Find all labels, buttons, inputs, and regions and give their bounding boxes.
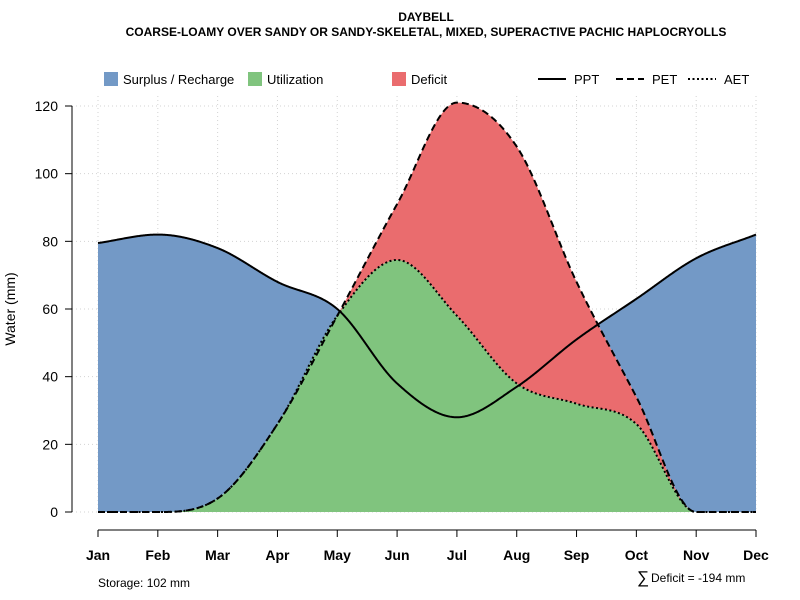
series-line-aet (98, 258, 756, 513)
x-tick-label: Dec (743, 547, 769, 563)
y-tick-label: 20 (42, 436, 58, 452)
y-tick-label: 60 (42, 301, 58, 317)
y-tick-label: 0 (50, 504, 58, 520)
x-tick-label: Apr (265, 547, 290, 563)
storage-note: Storage: 102 mm (98, 576, 190, 590)
x-tick-label: May (324, 547, 351, 563)
chart-title: DAYBELL (398, 10, 454, 24)
legend-label: Surplus / Recharge (123, 72, 234, 87)
y-tick-label: 80 (42, 233, 58, 249)
x-tick-label: Oct (625, 547, 649, 563)
legend-label: AET (724, 72, 749, 87)
series-line-pet (98, 101, 756, 513)
x-tick-label: Feb (145, 547, 170, 563)
y-tick-label: 40 (42, 369, 58, 385)
x-tick-label: Jul (447, 547, 467, 563)
x-tick-label: Nov (683, 547, 710, 563)
legend: Surplus / Recharge Utilization Deficit PPT P… (104, 72, 749, 87)
sum-symbol: ∑ (637, 568, 649, 587)
y-tick-label: 100 (35, 166, 59, 182)
x-tick-label: Jan (86, 547, 110, 563)
area-utilization (98, 259, 756, 512)
area-surplus-recharge (98, 234, 756, 512)
chart-subtitle: COARSE-LOAMY OVER SANDY OR SANDY-SKELETA… (126, 25, 727, 39)
legend-label: Deficit (411, 72, 448, 87)
x-tick-label: Mar (205, 547, 230, 563)
y-axis-label: Water (mm) (2, 272, 18, 345)
series-line-ppt (97, 233, 757, 419)
axes: 0 20 40 60 80 100 120 Jan Feb Mar Apr May Jun Jul Aug S… (35, 98, 769, 563)
legend-swatch (392, 72, 406, 86)
x-tick-label: Sep (564, 547, 590, 563)
y-tick-label: 120 (35, 98, 59, 114)
x-tick-label: Jun (385, 547, 410, 563)
legend-label: Utilization (267, 72, 323, 87)
legend-label: PET (652, 72, 677, 87)
series-lines (97, 101, 757, 513)
legend-label: PPT (574, 72, 599, 87)
legend-swatch (248, 72, 262, 86)
legend-swatch (104, 72, 118, 86)
areas (98, 102, 756, 513)
area-deficit (98, 102, 756, 513)
x-tick-label: Aug (503, 547, 530, 563)
deficit-note: Deficit = -194 mm (651, 571, 745, 585)
